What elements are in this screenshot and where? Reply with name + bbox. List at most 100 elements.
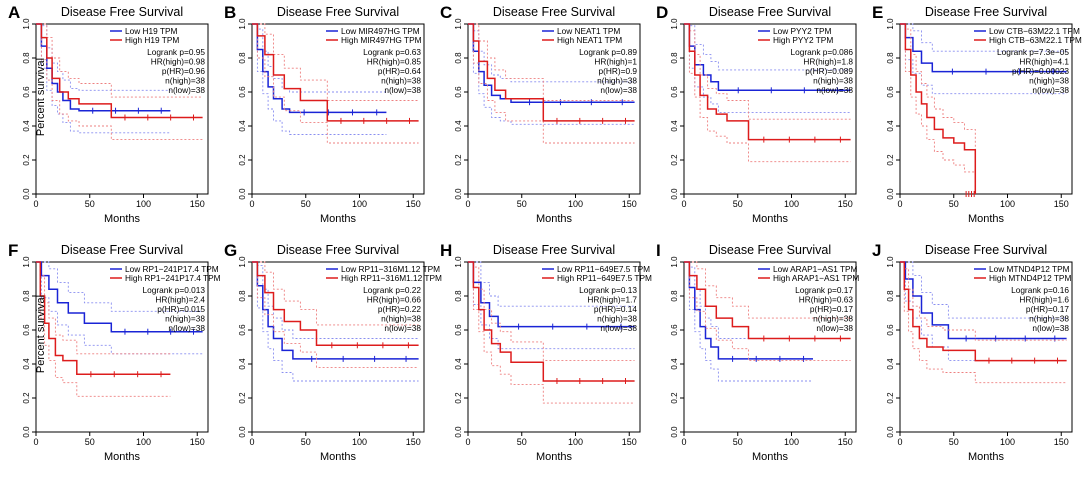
y-tick-label: 0.2 — [670, 392, 679, 404]
survival-curve-low — [36, 23, 171, 112]
legend-label: Low RP1−241P17.4 TPM — [125, 264, 219, 274]
x-tick-label: 100 — [136, 199, 151, 209]
stat-line: Logrank p=0.086 — [790, 47, 853, 57]
plot-frame — [35, 23, 209, 195]
x-tick-label: 100 — [568, 437, 583, 447]
x-tick-label: 50 — [949, 437, 959, 447]
y-tick-label: 1.0 — [22, 256, 31, 268]
ci-upper-high — [900, 261, 1067, 341]
stat-line: n(high)=38 — [813, 76, 853, 86]
survival-curve-high — [36, 261, 171, 375]
survival-curve-high — [252, 23, 419, 122]
stat-line: Logrank p=0.16 — [1011, 285, 1069, 295]
y-tick-label: 0.8 — [670, 52, 679, 64]
y-tick-label: 0.2 — [886, 392, 895, 404]
x-tick-label: 50 — [949, 199, 959, 209]
chart-panel-g: G Disease Free Survival 0 50 100 150 0.0 0.2 0.4… — [224, 241, 442, 463]
stat-line: n(high)=38 — [165, 76, 205, 86]
survival-curve-low — [252, 261, 419, 360]
ci-lower-high — [900, 261, 1067, 384]
x-tick-label: 150 — [838, 437, 853, 447]
x-axis-label: Months — [104, 451, 141, 463]
x-axis-label: Months — [536, 213, 573, 225]
x-tick-label: 50 — [301, 199, 311, 209]
legend-label: Low ARAP1−AS1 TPM — [773, 264, 858, 274]
y-tick-label: 0.2 — [22, 154, 31, 166]
ci-upper-high — [252, 261, 419, 326]
y-tick-label: 0.8 — [238, 52, 247, 64]
ci-upper-high — [252, 23, 419, 101]
panel-label: J — [872, 241, 881, 260]
survival-curve-low — [900, 261, 1067, 340]
ci-upper-high — [900, 23, 976, 174]
y-tick-label: 1.0 — [238, 18, 247, 30]
ci-lower-low — [36, 261, 203, 355]
stat-line: p(HR)=0.22 — [378, 304, 422, 314]
y-tick-label: 0.4 — [238, 358, 247, 370]
y-tick-label: 1.0 — [886, 18, 895, 30]
stat-line: Logrank p=0.13 — [579, 285, 637, 295]
y-tick-label: 0.6 — [22, 86, 31, 98]
y-tick-label: 0.6 — [670, 86, 679, 98]
panel-label: H — [440, 241, 452, 260]
x-tick-label: 50 — [85, 199, 95, 209]
y-tick-label: 0.4 — [454, 120, 463, 132]
panel-label: G — [224, 241, 237, 260]
survival-curve-high — [684, 261, 851, 340]
plot-frame — [467, 261, 641, 433]
ci-upper-high — [36, 261, 171, 355]
stat-line: HR(high)=1.7 — [587, 295, 637, 305]
x-tick-label: 150 — [1054, 437, 1069, 447]
stat-line: HR(high)=0.98 — [151, 57, 206, 67]
stat-line: Logrank p=0.013 — [142, 285, 205, 295]
ci-upper-low — [684, 261, 813, 339]
y-tick-label: 0.8 — [22, 52, 31, 64]
y-tick-label: 0.4 — [886, 358, 895, 370]
chart-panel-b: B Disease Free Survival 0 50 100 150 0.0 0.2 0.4… — [224, 3, 425, 225]
panel-label: F — [8, 241, 18, 260]
y-tick-label: 0.0 — [238, 426, 247, 438]
chart-panel-c: C Disease Free Survival 0 50 100 150 0.0 0.2 0.4… — [440, 3, 641, 225]
x-tick-label: 50 — [301, 437, 311, 447]
legend-label: High NEAT1 TPM — [557, 35, 622, 45]
legend-label: Low MIR497HG TPM — [341, 26, 420, 36]
plot-frame — [35, 261, 209, 433]
ci-lower-high — [684, 23, 851, 163]
stat-line: p(HR)=0.17 — [1026, 304, 1070, 314]
x-axis-label: Months — [536, 451, 573, 463]
stat-line: p(HR)=0.64 — [378, 66, 422, 76]
ci-lower-high — [36, 261, 171, 397]
y-tick-label: 0.6 — [238, 86, 247, 98]
x-tick-label: 150 — [190, 437, 205, 447]
ci-lower-low — [36, 23, 171, 134]
ci-lower-low — [684, 261, 813, 382]
legend-label: High PYY2 TPM — [773, 35, 833, 45]
x-tick-label: 50 — [733, 437, 743, 447]
ci-upper-low — [900, 23, 1067, 52]
x-axis-label: Months — [320, 213, 357, 225]
chart-panel-i: I Disease Free Survival 0 50 100 150 0.0 0.2 0.4… — [656, 241, 859, 463]
panel-label: E — [872, 3, 883, 22]
ci-upper-high — [684, 261, 851, 319]
ci-upper-high — [684, 23, 851, 120]
plot-frame — [683, 261, 857, 433]
x-tick-label: 0 — [33, 199, 38, 209]
y-tick-label: 0.0 — [454, 188, 463, 200]
x-tick-label: 50 — [517, 437, 527, 447]
y-tick-label: 1.0 — [886, 256, 895, 268]
ci-upper-low — [252, 261, 419, 339]
stat-line: p(HR)=0.9 — [598, 66, 637, 76]
x-tick-label: 0 — [249, 437, 254, 447]
x-tick-label: 100 — [568, 199, 583, 209]
chart-title: Disease Free Survival — [277, 243, 399, 257]
ci-lower-high — [684, 261, 851, 362]
y-tick-label: 0.4 — [22, 358, 31, 370]
survival-curve-high — [900, 23, 977, 194]
survival-curve-high — [468, 261, 635, 382]
legend-label: High H19 TPM — [125, 35, 179, 45]
x-tick-label: 150 — [190, 199, 205, 209]
x-tick-label: 50 — [517, 199, 527, 209]
stat-line: n(high)=38 — [597, 76, 637, 86]
y-tick-label: 0.2 — [22, 392, 31, 404]
